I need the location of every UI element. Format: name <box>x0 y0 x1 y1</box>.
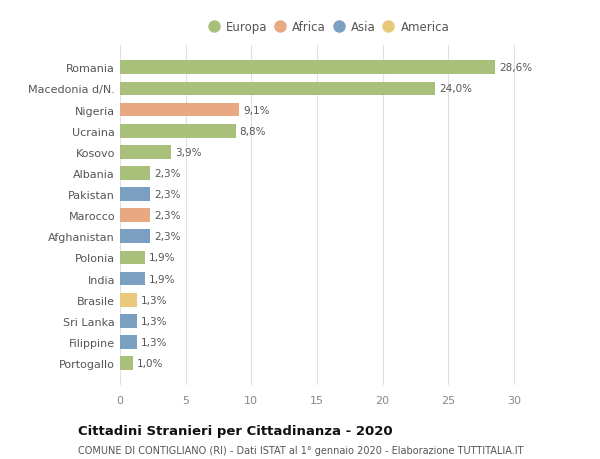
Legend: Europa, Africa, Asia, America: Europa, Africa, Asia, America <box>207 18 453 38</box>
Bar <box>120 167 150 180</box>
Text: 8,8%: 8,8% <box>239 126 266 136</box>
Text: 2,3%: 2,3% <box>154 190 181 200</box>
Text: 2,3%: 2,3% <box>154 232 181 242</box>
Bar <box>120 146 171 159</box>
Text: COMUNE DI CONTIGLIANO (RI) - Dati ISTAT al 1° gennaio 2020 - Elaborazione TUTTIT: COMUNE DI CONTIGLIANO (RI) - Dati ISTAT … <box>78 445 523 455</box>
Bar <box>120 124 235 138</box>
Bar <box>120 62 496 75</box>
Bar <box>120 209 150 223</box>
Text: 3,9%: 3,9% <box>175 147 202 157</box>
Bar <box>120 293 137 307</box>
Text: 1,3%: 1,3% <box>141 316 167 326</box>
Text: Cittadini Stranieri per Cittadinanza - 2020: Cittadini Stranieri per Cittadinanza - 2… <box>78 425 392 437</box>
Bar <box>120 188 150 202</box>
Text: 9,1%: 9,1% <box>244 106 270 115</box>
Text: 1,3%: 1,3% <box>141 337 167 347</box>
Bar <box>120 336 137 349</box>
Bar <box>120 251 145 265</box>
Text: 2,3%: 2,3% <box>154 168 181 179</box>
Bar <box>120 272 145 286</box>
Bar <box>120 83 435 96</box>
Bar <box>120 314 137 328</box>
Text: 1,9%: 1,9% <box>149 274 175 284</box>
Text: 24,0%: 24,0% <box>439 84 472 94</box>
Bar <box>120 230 150 244</box>
Text: 1,0%: 1,0% <box>137 358 163 368</box>
Text: 1,9%: 1,9% <box>149 253 175 263</box>
Text: 1,3%: 1,3% <box>141 295 167 305</box>
Bar <box>120 103 239 117</box>
Bar <box>120 357 133 370</box>
Text: 2,3%: 2,3% <box>154 211 181 221</box>
Text: 28,6%: 28,6% <box>499 63 532 73</box>
